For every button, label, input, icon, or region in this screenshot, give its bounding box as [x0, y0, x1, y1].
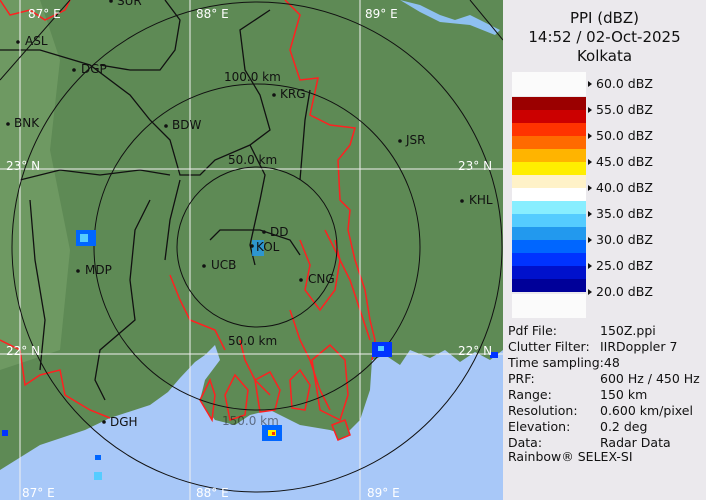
- svg-text:BDW: BDW: [172, 118, 201, 132]
- legend-label: 50.0 dBZ: [588, 129, 653, 143]
- sea: [0, 345, 503, 500]
- legend-color-band: [512, 214, 586, 227]
- city-dd: DD: [262, 225, 288, 239]
- svg-text:KRG: KRG: [280, 87, 306, 101]
- info-row: Clutter Filter: IIRDoppler 7: [508, 339, 678, 354]
- ring-150km: [11, 1, 503, 493]
- range-rings: [0, 0, 503, 493]
- city-kol: KOL: [250, 240, 280, 254]
- city-mdp: MDP: [76, 263, 112, 277]
- lat-label: 23° N: [458, 159, 492, 173]
- svg-text:KOL: KOL: [256, 240, 280, 254]
- graticule: [0, 0, 503, 500]
- legend-label: 40.0 dBZ: [588, 181, 653, 195]
- ring-labels: 50.0 km 50.0 km 100.0 km 150.0 km: [222, 70, 281, 428]
- legend-color-band: [512, 110, 586, 123]
- ring-label-50km: 50.0 km: [228, 334, 277, 348]
- lat-label: 22° N: [458, 344, 492, 358]
- legend-color-band: [512, 266, 586, 279]
- info-row: Resolution: 0.600 km/pixel: [508, 403, 693, 418]
- legend-color-band: [512, 123, 586, 136]
- svg-text:DD: DD: [270, 225, 288, 239]
- legend-bottom-empty: [512, 294, 586, 318]
- legend-color-band: [512, 175, 586, 188]
- legend-color-band: [512, 162, 586, 175]
- legend-color-band: [512, 188, 586, 201]
- delta-islands: [199, 343, 351, 441]
- legend-color-band: [512, 97, 586, 110]
- svg-text:DGP: DGP: [81, 62, 107, 76]
- western-highlands: [0, 0, 70, 370]
- info-row: Time sampling:48: [508, 355, 620, 370]
- legend-top-empty: [512, 72, 586, 96]
- legend-label: 25.0 dBZ: [588, 259, 653, 273]
- ring-50km: [176, 166, 338, 328]
- svg-text:KHL: KHL: [469, 193, 493, 207]
- station-name: Kolkata: [576, 47, 633, 65]
- svg-text:CNG: CNG: [308, 272, 335, 286]
- city-sur: SUR: [109, 0, 142, 8]
- ring-label-150km: 150.0 km: [222, 414, 279, 428]
- city-krg: KRG: [272, 87, 306, 101]
- legend-label: 60.0 dBZ: [588, 77, 653, 91]
- legend-label: 55.0 dBZ: [588, 103, 653, 117]
- legend-color-band: [512, 201, 586, 214]
- info-panel: PPI (dBZ) 14:52 / 02-Oct-2025 Kolkata 60…: [503, 0, 706, 500]
- ring-label-50km: 50.0 km: [228, 153, 277, 167]
- legend-color-band: [512, 253, 586, 266]
- city-asl: ASL: [16, 34, 48, 48]
- grid-labels: 87° E 88° E 89° E 87° E 88° E 89° E 23° …: [6, 7, 492, 500]
- info-row: PRF: 600 Hz / 450 Hz: [508, 371, 700, 386]
- svg-text:MDP: MDP: [85, 263, 112, 277]
- legend-label: 45.0 dBZ: [588, 155, 653, 169]
- ring-100km: [93, 83, 421, 411]
- lon-label: 87° E: [28, 7, 61, 21]
- legend-label: 20.0 dBZ: [588, 285, 653, 299]
- lon-label: 89° E: [365, 7, 398, 21]
- radar-echoes: [2, 230, 498, 480]
- radar-map[interactable]: 87° E 88° E 89° E 87° E 88° E 89° E 23° …: [0, 0, 503, 500]
- city-jsr: JSR: [398, 133, 426, 147]
- city-bdw: BDW: [164, 118, 201, 132]
- city-ucb: UCB: [202, 258, 236, 272]
- info-row: Data: Radar Data: [508, 435, 671, 450]
- legend-label: 30.0 dBZ: [588, 233, 653, 247]
- legend-label: 35.0 dBZ: [588, 207, 653, 221]
- info-row: Pdf File: 150Z.ppi: [508, 323, 656, 338]
- svg-text:DGH: DGH: [110, 415, 138, 429]
- lon-label: 88° E: [196, 486, 229, 500]
- info-row: Range: 150 km: [508, 387, 648, 402]
- info-row: Elevation: 0.2 deg: [508, 419, 648, 434]
- legend-color-band: [512, 149, 586, 162]
- city-cng: CNG: [299, 272, 335, 286]
- lat-label: 22° N: [6, 344, 40, 358]
- product-title: PPI (dBZ): [569, 9, 640, 27]
- ring-label-100km: 100.0 km: [224, 70, 281, 84]
- lon-label: 89° E: [367, 486, 400, 500]
- legend-color-band: [512, 227, 586, 240]
- legend-color-band: [512, 240, 586, 253]
- legend-color-band: [512, 136, 586, 149]
- scan-datetime: 14:52 / 02-Oct-2025: [528, 28, 681, 46]
- lon-label: 88° E: [196, 7, 229, 21]
- city-markers: SUR ASL DGP BNK BDW KRG JSR KHL DD KOL U…: [6, 0, 493, 429]
- svg-text:SUR: SUR: [117, 0, 142, 8]
- svg-text:UCB: UCB: [211, 258, 236, 272]
- city-khl: KHL: [460, 193, 493, 207]
- svg-text:ASL: ASL: [25, 34, 48, 48]
- city-bnk: BNK: [6, 116, 40, 130]
- svg-text:JSR: JSR: [405, 133, 426, 147]
- upper-river-bangladesh-water: [400, 0, 500, 35]
- legend-color-band: [512, 279, 586, 292]
- footer-credit: Rainbow® SELEX-SI: [508, 449, 633, 464]
- svg-text:BNK: BNK: [14, 116, 40, 130]
- lon-label: 87° E: [22, 486, 55, 500]
- city-dgh: DGH: [102, 415, 138, 429]
- lat-label: 23° N: [6, 159, 40, 173]
- city-dgp: DGP: [72, 62, 107, 76]
- district-boundaries: [0, 0, 311, 401]
